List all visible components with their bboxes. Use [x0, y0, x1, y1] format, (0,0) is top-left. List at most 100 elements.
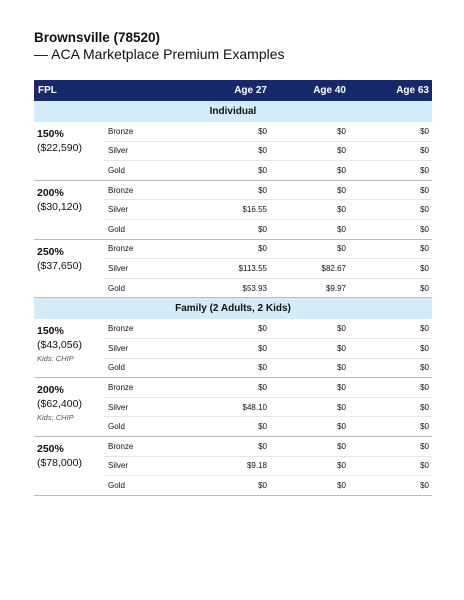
premium: $0 — [270, 239, 349, 260]
fpl-cell: 150% ($22,590) — [34, 122, 104, 181]
tier-name: Silver — [104, 258, 174, 279]
tier-row: 200% ($62,400) Kids: CHIP Bronze $0 $0 $0 — [34, 377, 432, 437]
premium: $0 — [270, 397, 349, 418]
fpl-note: Kids: CHIP — [37, 354, 74, 364]
premium: $0 — [270, 219, 349, 240]
tier-name: Gold — [104, 219, 174, 240]
premium: $0 — [174, 160, 270, 181]
premium: $0 — [270, 141, 349, 162]
tier-row: 150% ($22,590) Bronze $0 $0 $0 — [34, 122, 432, 181]
section-title: Individual — [34, 101, 432, 122]
premium: $0 — [349, 141, 432, 162]
premium: $0 — [270, 436, 349, 457]
premium: $0 — [174, 338, 270, 359]
premium: $0 — [270, 358, 349, 379]
premium: $0 — [174, 436, 270, 457]
tier-name: Silver — [104, 141, 174, 162]
premium: $0 — [349, 338, 432, 359]
fpl-percent: 200% — [37, 186, 64, 199]
premium: $0 — [349, 199, 432, 220]
tier-name: Gold — [104, 160, 174, 181]
fpl-cell: 200% ($62,400) Kids: CHIP — [34, 377, 104, 437]
column-header: Age 63 — [349, 80, 432, 101]
table-body: FPL Age 27 Age 40 Age 63 Individual 150% ($22,… — [34, 80, 432, 496]
premium: $0 — [349, 160, 432, 181]
fpl-income: ($30,120) — [37, 200, 82, 213]
premium: $0 — [349, 239, 432, 260]
tier-row: Gold $53.93 $9.97 $0 — [34, 278, 432, 299]
premium: $0 — [349, 278, 432, 299]
tier-name: Bronze — [104, 122, 174, 142]
fpl-note: Kids: CHIP — [37, 413, 74, 423]
premium: $0 — [349, 377, 432, 398]
premium: $0 — [174, 377, 270, 398]
premium: $9.97 — [270, 278, 349, 299]
premium: $0 — [270, 416, 349, 437]
fpl-percent: 150% — [37, 128, 64, 140]
tier-name: Silver — [104, 456, 174, 477]
tier-name: Bronze — [104, 180, 174, 201]
title: Brownsville (78520) — [34, 30, 161, 45]
tier-name: Bronze — [104, 436, 174, 457]
tier-name: Bronze — [104, 319, 174, 339]
section-row: Family (2 Adults, 2 Kids) — [34, 297, 432, 320]
premium: $0 — [270, 338, 349, 359]
column-header-blank — [104, 80, 174, 101]
tier-name: Gold — [104, 416, 174, 437]
tier-name: Silver — [104, 397, 174, 418]
tier-row: 250% ($78,000) Bronze $0 $0 $0 — [34, 436, 432, 496]
premium: $0 — [174, 180, 270, 201]
premium: $113.55 — [174, 258, 270, 279]
fpl-income: ($62,400) — [37, 398, 82, 411]
premium: $0 — [349, 319, 432, 339]
tier-name: Silver — [104, 199, 174, 220]
header-row: FPL Age 27 Age 40 Age 63 — [34, 80, 432, 101]
premium: $0 — [349, 258, 432, 279]
column-header: Age 40 — [270, 80, 349, 101]
premium: $48.10 — [174, 397, 270, 418]
section-title: Family (2 Adults, 2 Kids) — [34, 297, 432, 320]
tier-row: Gold $0 $0 $0 — [34, 160, 432, 181]
subtitle: — ACA Marketplace Premium Examples — [34, 46, 285, 62]
tier-row: 200% ($30,120) Bronze $0 $0 $0 — [34, 180, 432, 240]
premium: $0 — [270, 180, 349, 201]
premium: $0 — [270, 456, 349, 477]
premium: $0 — [174, 239, 270, 260]
tier-row: 250% ($37,650) Bronze $0 $0 $0 — [34, 239, 432, 299]
premium: $9.18 — [174, 456, 270, 477]
fpl-cell: 250% ($78,000) — [34, 436, 104, 496]
premium: $16.55 — [174, 199, 270, 220]
tier-name: Gold — [104, 358, 174, 379]
premium: $0 — [349, 456, 432, 477]
column-header: FPL — [34, 80, 104, 101]
tier-name: Bronze — [104, 239, 174, 260]
premium: $0 — [349, 358, 432, 379]
tier-row: Silver $0 $0 $0 — [34, 338, 432, 359]
premium: $0 — [349, 416, 432, 437]
fpl-percent: 250% — [37, 245, 64, 258]
tier-row: Gold $0 $0 $0 — [34, 358, 432, 379]
tier-name: Silver — [104, 338, 174, 359]
fpl-cell: 200% ($30,120) — [34, 180, 104, 240]
premium: $0 — [349, 219, 432, 240]
premium: $82.67 — [270, 258, 349, 279]
tier-row: Gold $0 $0 $0 — [34, 475, 432, 496]
fpl-percent: 250% — [37, 442, 64, 455]
section-row: Individual — [34, 101, 432, 122]
fpl-cell: 150% ($43,056) Kids: CHIP — [34, 319, 104, 379]
fpl-percent: 150% — [37, 325, 64, 338]
fpl-income: ($22,590) — [37, 142, 82, 154]
tier-row: 150% ($43,056) Kids: CHIP Bronze $0 $0 $0 — [34, 319, 432, 379]
tier-row: Gold $0 $0 $0 — [34, 416, 432, 437]
premium: $0 — [349, 180, 432, 201]
fpl-income: ($78,000) — [37, 456, 82, 469]
tier-row: Silver $113.55 $82.67 $0 — [34, 258, 432, 279]
premium-table: FPL Age 27 Age 40 Age 63 Individual 150% ($22,… — [34, 80, 432, 496]
fpl-percent: 200% — [37, 384, 64, 397]
premium: $0 — [349, 475, 432, 496]
premium: $0 — [270, 319, 349, 339]
column-header: Age 27 — [174, 80, 270, 101]
tier-row: Silver $0 $0 $0 — [34, 141, 432, 162]
tier-name: Gold — [104, 278, 174, 299]
